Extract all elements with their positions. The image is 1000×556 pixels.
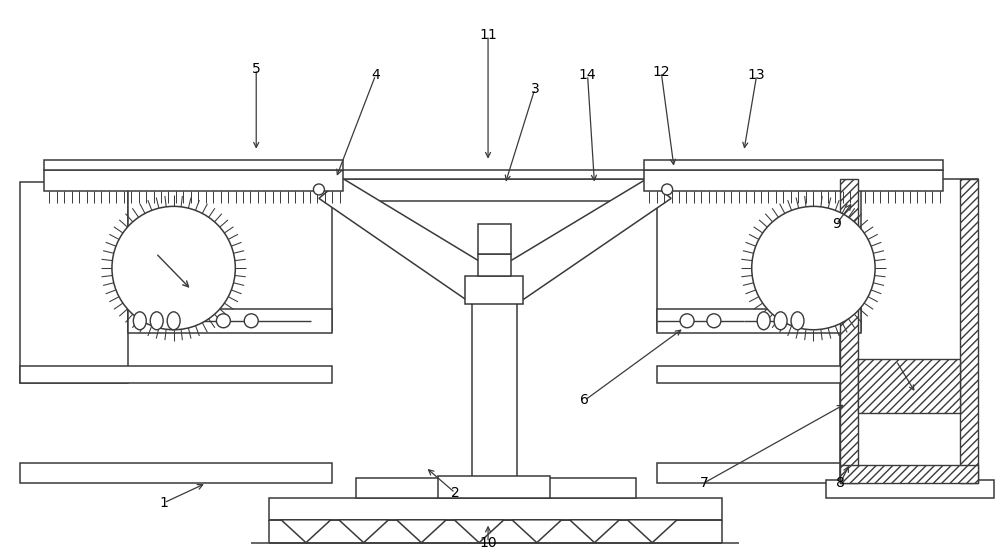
Text: 11: 11 — [479, 28, 497, 42]
Bar — [644, 170, 943, 191]
Circle shape — [244, 314, 258, 327]
Bar — [319, 170, 672, 180]
Bar — [478, 224, 511, 254]
Bar — [128, 309, 332, 332]
Ellipse shape — [791, 312, 804, 330]
Ellipse shape — [133, 312, 146, 330]
Bar — [44, 160, 343, 170]
Ellipse shape — [167, 312, 180, 330]
Bar — [128, 180, 332, 331]
Text: 5: 5 — [252, 62, 261, 76]
Polygon shape — [339, 520, 389, 543]
Bar — [20, 463, 332, 483]
Bar — [840, 465, 978, 483]
Circle shape — [216, 314, 230, 327]
Bar — [438, 476, 550, 498]
Bar — [465, 276, 523, 304]
Bar — [472, 284, 517, 478]
Circle shape — [707, 314, 721, 327]
Bar — [826, 480, 994, 498]
Text: 6: 6 — [580, 394, 589, 408]
Text: 3: 3 — [530, 82, 539, 96]
Bar — [44, 170, 343, 191]
Ellipse shape — [757, 312, 770, 330]
Bar — [20, 365, 332, 384]
Ellipse shape — [774, 312, 787, 330]
Bar — [644, 160, 943, 170]
Bar — [858, 359, 960, 413]
Bar — [657, 463, 861, 483]
Polygon shape — [570, 520, 619, 543]
Ellipse shape — [150, 312, 163, 330]
Bar — [356, 478, 636, 498]
Text: 14: 14 — [579, 68, 596, 82]
Circle shape — [112, 206, 235, 330]
Text: 10: 10 — [479, 535, 497, 550]
Text: 13: 13 — [748, 68, 766, 82]
Text: 8: 8 — [836, 476, 845, 490]
Text: 1: 1 — [159, 496, 168, 510]
Polygon shape — [472, 178, 671, 304]
Bar — [269, 498, 722, 520]
Bar — [657, 309, 861, 332]
Text: 2: 2 — [451, 486, 460, 500]
Text: 9: 9 — [832, 217, 841, 231]
Bar — [20, 182, 128, 384]
Circle shape — [662, 184, 673, 195]
Bar — [840, 180, 978, 483]
Polygon shape — [627, 520, 677, 543]
Circle shape — [313, 184, 324, 195]
Circle shape — [752, 206, 875, 330]
Polygon shape — [397, 520, 446, 543]
Bar — [840, 180, 858, 483]
Text: 7: 7 — [700, 476, 708, 490]
Bar — [319, 180, 672, 201]
Polygon shape — [454, 520, 504, 543]
Bar — [657, 180, 861, 331]
Bar — [657, 365, 861, 384]
Polygon shape — [512, 520, 562, 543]
Text: 4: 4 — [371, 68, 380, 82]
Bar — [478, 254, 511, 276]
Circle shape — [680, 314, 694, 327]
Polygon shape — [319, 178, 517, 304]
Polygon shape — [281, 520, 331, 543]
Text: 12: 12 — [652, 65, 670, 79]
Bar — [960, 180, 978, 483]
